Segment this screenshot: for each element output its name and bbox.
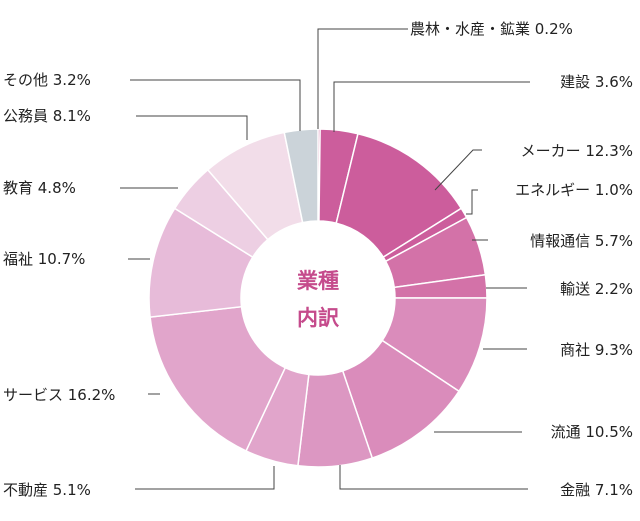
slice-label-2: 建設 3.6% bbox=[560, 73, 633, 91]
slice-label-10: 不動産 5.1% bbox=[3, 481, 91, 499]
slice-label-5: 情報通信 5.7% bbox=[530, 232, 633, 250]
leader-lines bbox=[120, 28, 530, 490]
slice-label-3: メーカー 12.3% bbox=[521, 142, 633, 160]
leader-line-1 bbox=[317, 28, 408, 129]
slice-label-8: 流通 10.5% bbox=[551, 423, 633, 441]
leader-line-15 bbox=[130, 79, 301, 131]
leader-line-2 bbox=[333, 81, 530, 132]
leader-line-14 bbox=[136, 115, 248, 140]
slice-label-15: その他 3.2% bbox=[3, 71, 91, 89]
leader-line-9 bbox=[339, 465, 528, 490]
slice-label-13: 教育 4.8% bbox=[3, 179, 76, 197]
slice-label-6: 輸送 2.2% bbox=[560, 280, 633, 298]
slice-label-14: 公務員 8.1% bbox=[3, 107, 91, 125]
slice-labels: 農林・水産・鉱業 0.2% 建設 3.6% メーカー 12.3% エネルギー 1.0%… bbox=[3, 20, 633, 499]
center-label-line-1: 業種 bbox=[297, 269, 339, 293]
slice-label-12: 福祉 10.7% bbox=[3, 250, 85, 268]
slice-label-9: 金融 7.1% bbox=[560, 481, 633, 499]
donut-hole bbox=[241, 221, 395, 375]
leader-line-3 bbox=[434, 149, 482, 191]
slice-label-11: サービス 16.2% bbox=[3, 386, 115, 404]
slice-label-1: 農林・水産・鉱業 0.2% bbox=[410, 20, 573, 38]
donut-slices bbox=[148, 128, 488, 468]
slice-label-7: 商社 9.3% bbox=[560, 341, 633, 359]
slice-label-4: エネルギー 1.0% bbox=[515, 181, 633, 199]
leader-line-4 bbox=[466, 189, 478, 215]
leader-line-10 bbox=[135, 466, 275, 490]
center-label-line-2: 内訳 bbox=[297, 306, 340, 330]
